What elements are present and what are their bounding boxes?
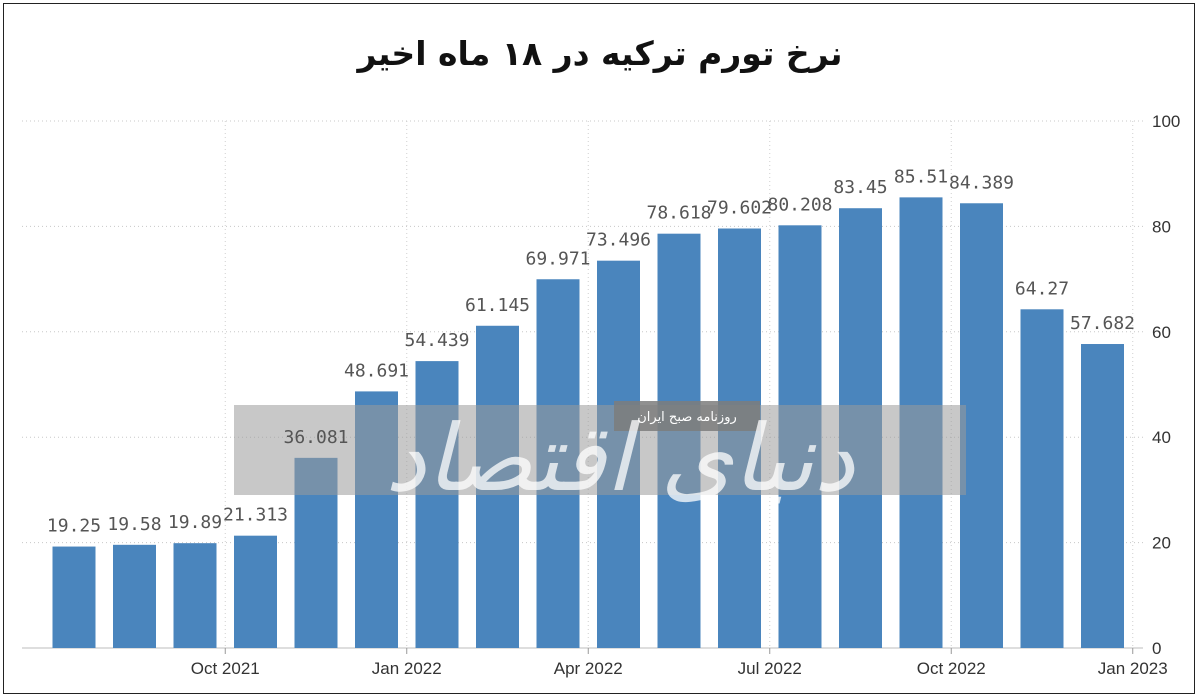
watermark-tag	[614, 401, 760, 431]
watermark-band	[234, 405, 966, 495]
y-tick-label: 100	[1152, 112, 1180, 131]
x-tick-label: Jul 2022	[738, 659, 802, 678]
data-label: 21.313	[223, 505, 288, 526]
y-tick-label: 40	[1152, 428, 1171, 447]
x-tick-label: Oct 2021	[191, 659, 260, 678]
chart-title: نرخ تورم ترکیه در ۱۸ ماه اخیر	[357, 34, 843, 73]
y-tick-label: 60	[1152, 323, 1171, 342]
x-tick-label: Jan 2022	[372, 659, 442, 678]
y-tick-label: 20	[1152, 534, 1171, 553]
bar	[1081, 344, 1124, 648]
y-tick-label: 80	[1152, 217, 1171, 236]
data-label: 64.27	[1015, 278, 1069, 299]
data-label: 69.971	[525, 248, 590, 269]
data-label: 19.89	[168, 512, 222, 533]
y-tick-label: 0	[1152, 639, 1161, 658]
axes: 0 20 40 60 80 100 Oct 2021 Jan 2022 Apr 2022 Jul …	[191, 112, 1181, 678]
bar	[960, 203, 1003, 649]
watermark: روزنامه صبح ایران دنیای اقتصاد	[234, 401, 966, 512]
data-label: 84.389	[949, 172, 1014, 193]
bar	[173, 543, 217, 648]
data-label: 57.682	[1070, 313, 1135, 334]
data-label: 73.496	[586, 230, 651, 251]
data-label: 85.51	[894, 166, 948, 187]
watermark-brand: دنیای اقتصاد	[385, 405, 856, 512]
chart-frame	[3, 3, 1195, 694]
data-label: 79.602	[707, 197, 772, 218]
watermark-tagline: روزنامه صبح ایران	[637, 410, 737, 425]
data-label: 80.208	[767, 194, 832, 215]
data-label: 48.691	[344, 360, 409, 381]
data-label: 54.439	[404, 330, 469, 351]
x-tick-label: Jan 2023	[1098, 659, 1168, 678]
data-label: 36.081	[283, 427, 348, 448]
data-label: 78.618	[646, 203, 711, 224]
x-tick-label: Oct 2022	[917, 659, 986, 678]
value-labels: 19.25 19.58 19.89 21.313 36.081 48.691 54.439 6…	[47, 166, 1135, 536]
data-label: 19.58	[107, 514, 161, 535]
data-label: 61.145	[465, 295, 530, 316]
x-tick-label: Apr 2022	[554, 659, 623, 678]
bar	[234, 535, 277, 648]
data-label: 83.45	[833, 177, 887, 198]
bar	[113, 544, 156, 648]
data-label: 19.25	[47, 516, 101, 537]
bar	[1020, 309, 1064, 648]
bar	[52, 546, 96, 648]
